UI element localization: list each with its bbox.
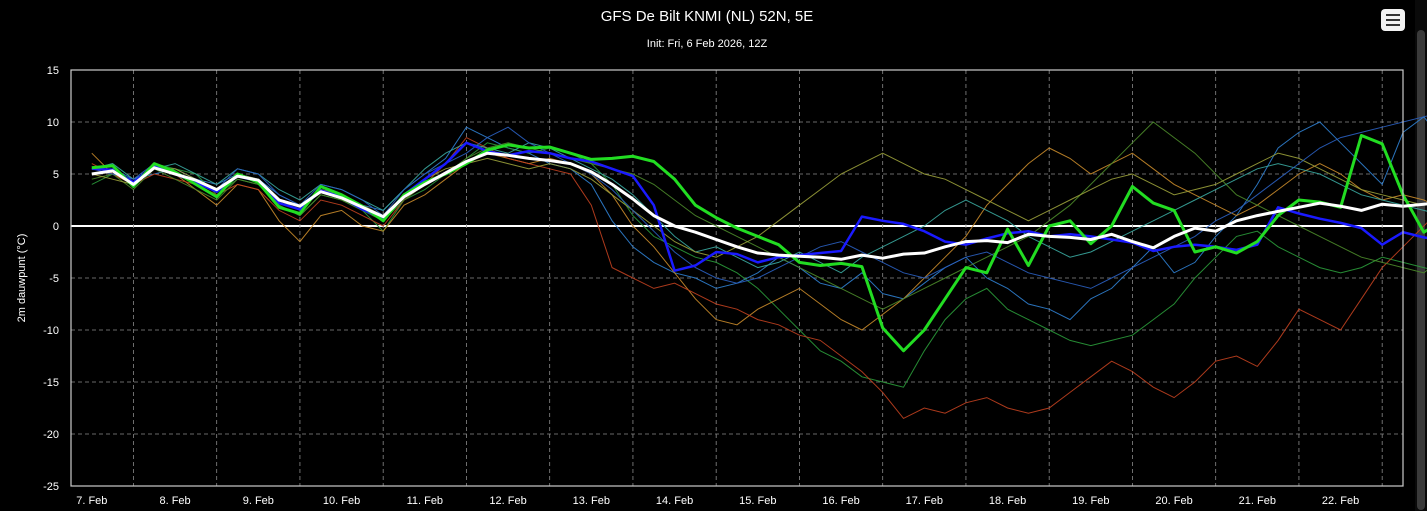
x-tick-label: 14. Feb <box>656 495 693 507</box>
operational-series-line <box>91 134 1427 353</box>
x-tick-label: 11. Feb <box>407 495 444 507</box>
axes: 15 10 5 0 -5 -10 -15 -20 -25 7. Feb 8. Feb 9. Feb 10… <box>43 65 1359 507</box>
y-tick-label: -25 <box>43 481 59 493</box>
hamburger-menu-icon[interactable] <box>1381 9 1405 31</box>
main-series <box>91 134 1427 353</box>
x-tick-label: 22. Feb <box>1322 495 1359 507</box>
x-tick-label: 9. Feb <box>243 495 274 507</box>
x-tick-label: 7. Feb <box>76 495 107 507</box>
member-series-line <box>91 116 1427 321</box>
y-tick-label: -20 <box>43 429 59 441</box>
menu-bar <box>1386 19 1400 21</box>
y-tick-label: -10 <box>43 325 59 337</box>
x-tick-label: 16. Feb <box>822 495 859 507</box>
member-series-line <box>91 115 1427 289</box>
member-series <box>91 115 1427 420</box>
member-series-line <box>91 147 1427 331</box>
scrollbar-thumb[interactable] <box>1417 30 1425 510</box>
y-axis-label: 2m dauwpunt (°C) <box>16 234 28 323</box>
x-tick-label: 10. Feb <box>323 495 360 507</box>
y-tick-label: 10 <box>47 117 59 129</box>
y-tick-label: 15 <box>47 65 59 77</box>
x-tick-label: 12. Feb <box>489 495 526 507</box>
plot-frame <box>70 69 1404 487</box>
menu-bar <box>1386 14 1400 16</box>
x-tick-label: 21. Feb <box>1239 495 1276 507</box>
member-series-line <box>91 142 1427 388</box>
x-tick-label: 17. Feb <box>906 495 943 507</box>
member-series-line <box>91 136 1427 420</box>
x-tick-label: 8. Feb <box>159 495 190 507</box>
x-tick-label: 15. Feb <box>739 495 776 507</box>
x-tick-label: 13. Feb <box>573 495 610 507</box>
x-tick-label: 20. Feb <box>1155 495 1192 507</box>
chart-title: GFS De Bilt KNMI (NL) 52N, 5E <box>600 8 814 25</box>
y-tick-label: -15 <box>43 377 59 389</box>
y-tick-label: -5 <box>49 273 59 285</box>
y-tick-label: 5 <box>53 169 59 181</box>
mean-series-line <box>91 151 1427 261</box>
chart-subtitle: Init: Fri, 6 Feb 2026, 12Z <box>646 38 768 50</box>
menu-bar <box>1386 24 1400 26</box>
x-tick-label: 19. Feb <box>1072 495 1109 507</box>
grid <box>71 70 1403 486</box>
y-tick-label: 0 <box>53 221 59 233</box>
x-tick-label: 18. Feb <box>989 495 1026 507</box>
